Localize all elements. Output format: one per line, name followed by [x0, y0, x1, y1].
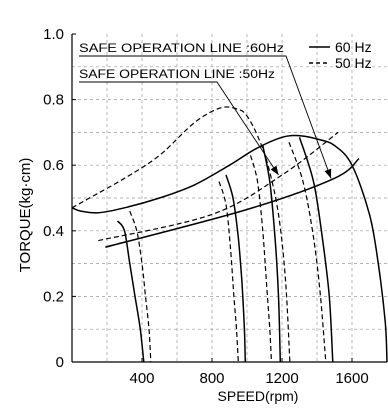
annotation-60hz-arrowhead [324, 168, 332, 179]
annotation-50hz-text: SAFE OPERATION LINE :50Hz [79, 69, 275, 81]
y-tick-label: 1.0 [43, 26, 64, 43]
curve-60hz-drop [116, 220, 145, 363]
curve-50hz-drop [249, 155, 273, 363]
x-tick-label: 1600 [335, 370, 368, 387]
x-tick-label: 400 [129, 370, 154, 387]
legend-50hz-label: 50 Hz [335, 55, 372, 71]
x-tick-label: 800 [199, 370, 224, 387]
curve-50hz-safe-line [98, 131, 339, 242]
x-tick-label: 1200 [265, 370, 298, 387]
annotation-50hz: SAFE OPERATION LINE :50Hz [79, 69, 279, 176]
y-tick-label: 0.4 [43, 223, 64, 240]
annotation-60hz-leader [79, 55, 332, 179]
annotation-50hz-leader [79, 81, 279, 176]
curve-50hz-torque [71, 106, 291, 363]
y-tick-label: 0.2 [43, 288, 64, 305]
y-axis-label: TORQUE(kg·cm) [17, 158, 34, 273]
curve-60hz-drop [298, 137, 334, 363]
curve-60hz-safe-line [105, 158, 360, 248]
curve-60hz-drop [262, 145, 282, 363]
annotation-50hz-arrowhead [270, 165, 279, 176]
curve-60hz-drop [225, 174, 247, 363]
curves [71, 106, 388, 363]
annotation-60hz-text: SAFE OPERATION LINE :60Hz [79, 43, 284, 55]
annotation-60hz: SAFE OPERATION LINE :60Hz [79, 43, 332, 179]
curve-50hz-drop [129, 210, 152, 363]
y-tick-label: 0.8 [43, 92, 64, 109]
plot-frame [71, 34, 387, 363]
y-tick-label: 0 [56, 354, 64, 371]
legend-60hz-label: 60 Hz [335, 39, 372, 55]
legend: 60 Hz 50 Hz [309, 39, 372, 71]
y-tick-label: 0.6 [43, 157, 64, 174]
curve-60hz-torque [71, 134, 388, 363]
curve-50hz-drop [218, 181, 239, 363]
grid [72, 34, 387, 362]
curve-50hz-drop [288, 142, 327, 363]
x-axis-label: SPEED(rpm) [218, 388, 299, 404]
ticks: 0 0.2 0.4 0.6 0.8 1.0 400 800 1200 1600 [43, 26, 369, 387]
